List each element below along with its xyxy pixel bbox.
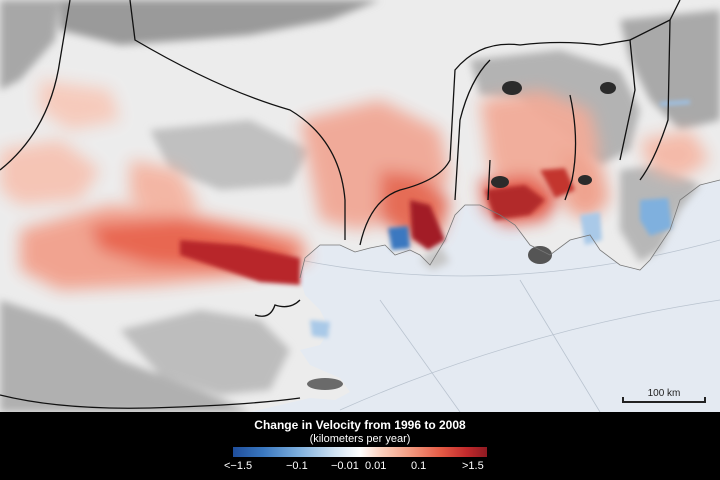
velocity-change-map: 100 km: [0, 0, 720, 412]
legend-subtitle: (kilometers per year): [309, 433, 411, 445]
legend-tick-label: <−1.5: [224, 460, 253, 472]
legend-title: Change in Velocity from 1996 to 2008: [254, 418, 466, 432]
legend-tick-label: −0.1: [286, 460, 308, 472]
legend-colorbar: [233, 447, 487, 457]
coastline: [299, 179, 720, 279]
legend-panel: Change in Velocity from 1996 to 2008 (ki…: [0, 412, 720, 480]
scale-bar-tick-right: [704, 397, 706, 403]
legend-tick-label: −0.01: [331, 460, 359, 472]
basin-boundaries: [0, 0, 681, 409]
scale-bar: 100 km: [622, 388, 706, 406]
rock-outcrops: [307, 81, 616, 390]
scale-bar-label: 100 km: [647, 388, 681, 399]
velocity-increase-strong: [180, 168, 575, 285]
scale-bar-tick-left: [622, 397, 624, 403]
legend-tick-label: 0.01: [365, 460, 387, 472]
velocity-decrease: [310, 100, 690, 338]
scale-bar-line: [622, 401, 706, 403]
graticule: [299, 239, 720, 412]
legend-tick-label: >1.5: [462, 460, 484, 472]
legend-tick-label: 0.1: [411, 460, 427, 472]
